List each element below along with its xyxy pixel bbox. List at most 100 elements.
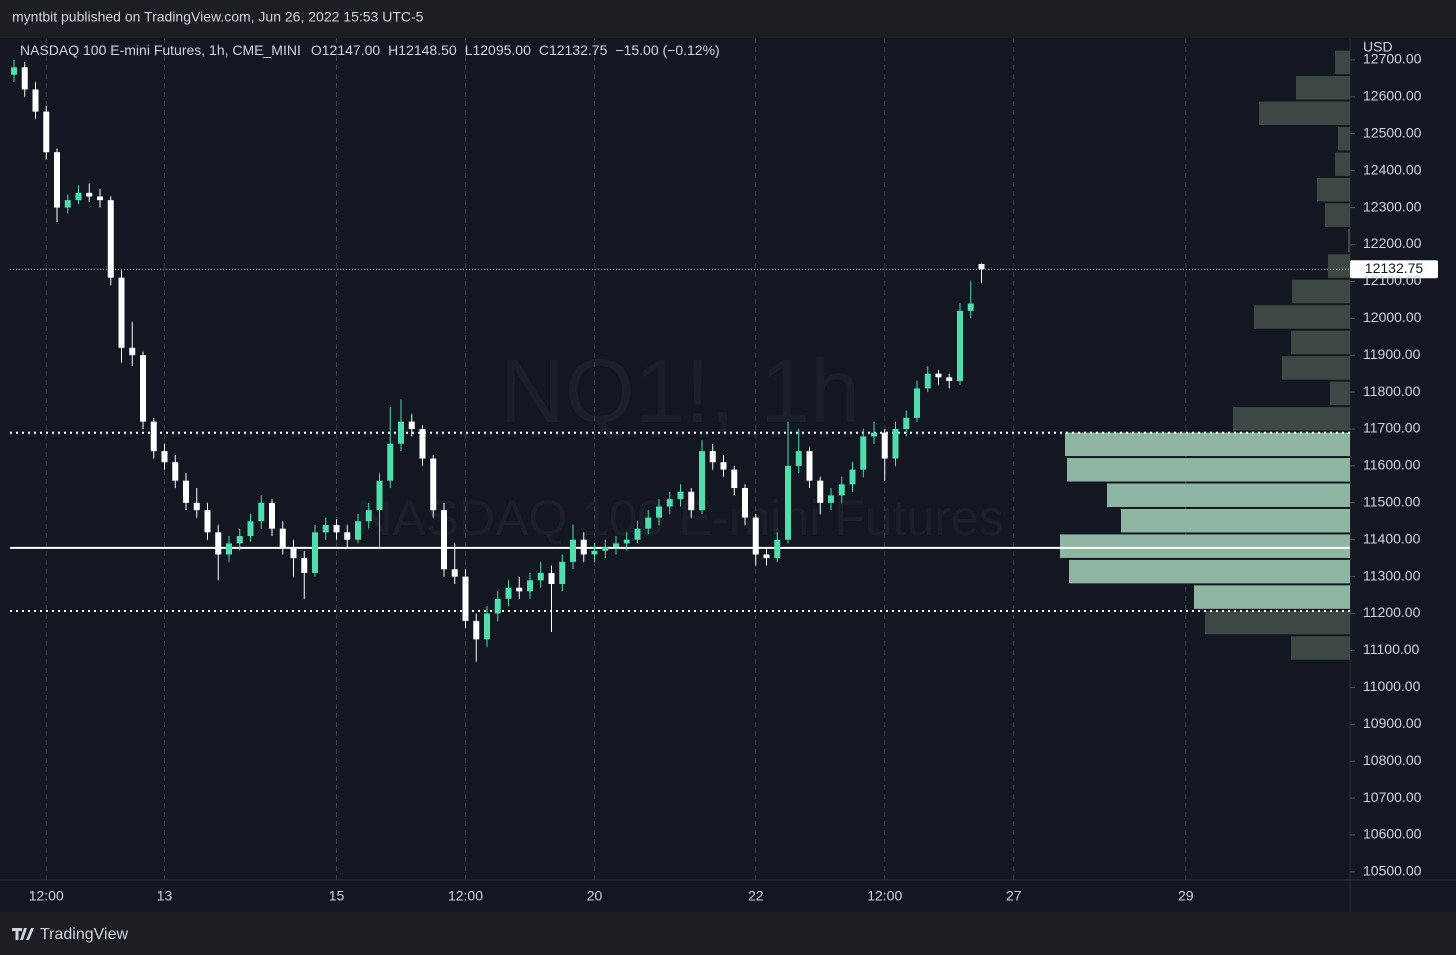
candle-body: [871, 432, 877, 437]
volume-bar: [1121, 508, 1350, 533]
candle-body: [838, 484, 845, 496]
volume-bar: [1060, 534, 1350, 558]
candle-body: [344, 532, 351, 540]
x-tick-label: 12:00: [448, 888, 483, 904]
candle-body: [140, 355, 146, 422]
y-tick-label: 12700.00: [1363, 51, 1422, 67]
high: H12148.50: [388, 42, 457, 58]
candle-body: [548, 572, 555, 585]
volume-bar: [1259, 101, 1350, 125]
candle-body: [430, 458, 437, 511]
y-tick-label: 11600.00: [1363, 457, 1421, 473]
candle-body: [301, 558, 308, 573]
candle-body: [505, 587, 512, 599]
candle-body: [312, 532, 318, 573]
watermark-ticker: NQ1!, 1h: [500, 342, 860, 442]
last-price-box: [1350, 260, 1438, 279]
y-tick-label: 11400.00: [1363, 530, 1421, 546]
candle-body: [742, 488, 748, 518]
candle-body: [903, 417, 910, 429]
candle-body: [193, 502, 200, 511]
candle-body: [150, 421, 157, 452]
x-tick-label: 29: [1178, 888, 1194, 904]
candle-body: [924, 373, 931, 389]
candle-body: [602, 547, 609, 551]
candle-body: [860, 436, 867, 470]
volume-bar: [1067, 458, 1350, 482]
candle-body: [677, 491, 684, 500]
candle-body: [247, 521, 254, 537]
volume-bar: [1194, 585, 1350, 609]
levels: 12132.75: [10, 260, 1438, 612]
candle-body: [580, 539, 587, 555]
candle-body: [183, 480, 189, 503]
candle-body: [946, 377, 953, 382]
open: O12147.00: [311, 42, 380, 58]
volume-bar: [1205, 610, 1350, 635]
volume-bar: [1335, 152, 1350, 176]
candle-body: [978, 264, 985, 270]
candle-body: [817, 480, 824, 503]
candle-body: [591, 550, 598, 555]
candle-body: [54, 152, 60, 208]
candle-body: [172, 462, 179, 481]
candle-body: [623, 539, 630, 544]
brand-logo: [12, 928, 34, 940]
y-tick-label: 10600.00: [1363, 826, 1422, 842]
candle-body: [537, 572, 544, 581]
candle-body: [484, 613, 490, 640]
candle-body: [355, 521, 361, 540]
candle-body: [43, 111, 50, 153]
volume-profile: [1060, 50, 1350, 660]
volume-bar: [1292, 279, 1350, 304]
volume-bar: [1296, 76, 1350, 100]
low: L12095.00: [465, 42, 531, 58]
candle-body: [21, 67, 28, 90]
candle-body: [64, 200, 71, 208]
candle-body: [129, 347, 136, 356]
candle-body: [957, 310, 963, 382]
candle-body: [935, 373, 942, 378]
y-tick-label: 10900.00: [1363, 715, 1422, 731]
volume-bar: [1107, 483, 1350, 507]
legend: NASDAQ 100 E-mini Futures, 1h, CME_MINI O…: [20, 42, 720, 58]
volume-bar: [1069, 559, 1350, 584]
candle-body: [720, 462, 727, 470]
y-tick-label: 10500.00: [1363, 863, 1422, 879]
candle-body: [967, 303, 974, 311]
candle-body: [118, 277, 125, 348]
volume-bar: [1330, 381, 1350, 406]
candle-body: [795, 451, 802, 466]
candle-body: [559, 561, 566, 585]
candle-body: [365, 510, 372, 522]
candle-body: [451, 569, 458, 577]
candle-body: [236, 536, 243, 544]
candle-body: [752, 517, 759, 555]
candle-body: [290, 547, 297, 559]
candle-body: [688, 491, 695, 511]
y-tick-label: 11500.00: [1363, 494, 1421, 510]
candle-body: [333, 524, 340, 533]
y-tick-label: 10700.00: [1363, 789, 1422, 805]
candle-body: [86, 192, 93, 197]
volume-bar: [1348, 228, 1350, 253]
candle-body: [613, 543, 619, 548]
y-tick-label: 11100.00: [1363, 641, 1420, 657]
candle-body: [666, 499, 673, 507]
y-tick-label: 11000.00: [1363, 678, 1421, 694]
volume-bar: [1335, 50, 1350, 75]
candle-body: [656, 506, 662, 518]
candle-body: [269, 502, 275, 529]
candle-body: [75, 192, 82, 201]
candle-body: [226, 543, 232, 555]
candle-body: [441, 510, 447, 570]
y-tick-label: 11200.00: [1363, 604, 1421, 620]
y-tick-label: 12400.00: [1363, 161, 1422, 177]
volume-bar: [1328, 254, 1350, 278]
x-tick-label: 20: [587, 888, 603, 904]
x-tick-label: 27: [1006, 888, 1022, 904]
candle-body: [806, 451, 813, 481]
candle-body: [11, 67, 17, 75]
